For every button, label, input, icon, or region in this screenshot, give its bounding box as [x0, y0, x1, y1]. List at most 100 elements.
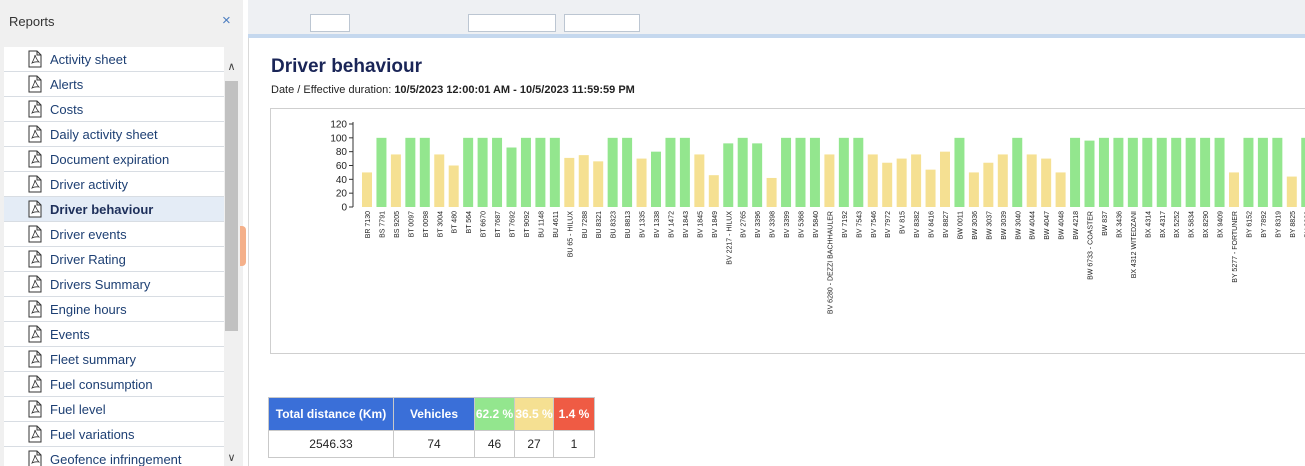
y-tick-label: 100 [330, 133, 347, 144]
report-title: Driver behaviour [271, 56, 422, 77]
pdf-file-icon [28, 175, 42, 193]
report-item[interactable]: Costs [4, 97, 224, 122]
panel-splitter-handle[interactable] [240, 226, 246, 266]
bar [1257, 137, 1268, 207]
report-item-label: Fuel consumption [50, 377, 153, 392]
x-tick-label: BV 815 [900, 211, 907, 234]
report-item-label: Driver activity [50, 177, 129, 192]
bar [463, 137, 474, 207]
x-tick-label: BX 4317 [1160, 211, 1167, 238]
x-tick-label: BT 0097 [408, 211, 415, 237]
scroll-up-icon[interactable]: ∧ [227, 61, 236, 73]
x-tick-label: BW 3037 [986, 211, 993, 240]
bar [708, 175, 719, 207]
chart-canvas: 0 20 40 60 80 100 120 BR 7130 BS 7791 BS 9205 BT 0… [330, 120, 1305, 314]
pdf-file-icon [28, 250, 42, 268]
bar [1055, 172, 1066, 207]
pdf-file-icon [28, 300, 42, 318]
x-tick-label: BS 7791 [379, 211, 386, 238]
bar [838, 137, 849, 207]
y-tick-label: 80 [336, 147, 348, 158]
bar [1113, 137, 1124, 207]
x-tick-label: BV 7972 [885, 211, 892, 238]
scroll-thumb[interactable] [225, 81, 238, 331]
report-item[interactable]: Drivers Summary [4, 272, 224, 297]
y-tick-label: 60 [336, 161, 348, 172]
report-view: Driver behaviour Date / Effective durati… [248, 38, 1305, 466]
bar [477, 137, 488, 207]
report-item[interactable]: Driver events [4, 222, 224, 247]
bar [781, 137, 792, 207]
toolbar-field[interactable] [468, 14, 556, 32]
x-tick-label: BU 7288 [582, 211, 589, 238]
scroll-down-icon[interactable]: ∨ [227, 452, 236, 464]
x-tick-label: BW 4048 [1059, 211, 1066, 240]
report-item[interactable]: Fuel level [4, 397, 224, 422]
close-icon[interactable]: × [222, 12, 231, 29]
bar [419, 137, 430, 207]
bar [1098, 137, 1109, 207]
x-tick-label: BV 8382 [914, 211, 921, 238]
duration-value: 10/5/2023 12:00:01 AM - 10/5/2023 11:59:… [394, 84, 635, 96]
x-tick-label: BV 3396 [755, 211, 762, 238]
report-item-label: Driver Rating [50, 252, 126, 267]
report-item[interactable]: Events [4, 322, 224, 347]
bar [997, 154, 1008, 207]
report-item[interactable]: Activity sheet [4, 47, 224, 72]
report-item[interactable]: Daily activity sheet [4, 122, 224, 147]
x-tick-label: BU 8813 [625, 211, 632, 238]
pdf-file-icon [28, 275, 42, 293]
x-tick-label: BV 6280 - DEZZI BACHHAULER [827, 211, 834, 314]
bar [535, 137, 546, 207]
report-item-label: Fleet summary [50, 352, 136, 367]
pdf-file-icon [28, 350, 42, 368]
x-tick-label: BY 7892 [1261, 211, 1268, 238]
toolbar-field[interactable] [310, 14, 350, 32]
bar [506, 147, 517, 207]
x-tick-label: BW 3039 [1001, 211, 1008, 240]
report-item[interactable]: Fuel consumption [4, 372, 224, 397]
x-tick-label: BV 5368 [799, 211, 806, 238]
bar [1127, 137, 1138, 207]
reports-panel-header: Reports × [0, 0, 243, 44]
report-duration: Date / Effective duration: 10/5/2023 12:… [271, 84, 635, 96]
pdf-file-icon [28, 325, 42, 343]
toolbar-field[interactable] [564, 14, 640, 32]
bar [824, 154, 835, 207]
bar [968, 172, 979, 207]
x-tick-label: BV 7546 [871, 211, 878, 238]
report-item[interactable]: Document expiration [4, 147, 224, 172]
x-tick-label: BV 1843 [683, 211, 690, 238]
x-tick-label: BV 1338 [654, 211, 661, 238]
summary-value-row: 2546.33 74 46 27 1 [268, 430, 595, 458]
x-tick-label: BV 7192 [842, 211, 849, 238]
report-item[interactable]: Driver behaviour [4, 197, 224, 222]
total-distance-header: Total distance (Km) [268, 397, 394, 431]
report-item[interactable]: Fuel variations [4, 422, 224, 447]
report-item[interactable]: Engine hours [4, 297, 224, 322]
y-tick-label: 0 [341, 203, 347, 214]
report-item-label: Geofence infringement [50, 452, 182, 466]
x-tick-label: BT 9092 [524, 211, 531, 237]
duration-label: Date / Effective duration: [271, 84, 395, 96]
report-item-label: Engine hours [50, 302, 127, 317]
report-item[interactable]: Driver Rating [4, 247, 224, 272]
good-count-value: 46 [474, 430, 515, 458]
y-tick-label: 40 [336, 175, 348, 186]
report-item-label: Activity sheet [50, 52, 127, 67]
bar [925, 169, 936, 207]
total-distance-value: 2546.33 [268, 430, 394, 458]
x-tick-label: BV 3399 [784, 211, 791, 238]
pdf-file-icon [28, 450, 42, 466]
report-item[interactable]: Fleet summary [4, 347, 224, 372]
report-item[interactable]: Driver activity [4, 172, 224, 197]
report-item[interactable]: Geofence infringement [4, 447, 224, 466]
bad-count-value: 1 [553, 430, 595, 458]
x-tick-label: BW 6733 - COASTER [1088, 211, 1095, 280]
report-item[interactable]: Alerts [4, 72, 224, 97]
bar [665, 137, 676, 207]
report-list-scrollbar[interactable]: ∧ ∨ [224, 57, 239, 466]
summary-table: Total distance (Km) Vehicles 62.2 % 36.5… [268, 397, 595, 458]
bar [795, 137, 806, 207]
